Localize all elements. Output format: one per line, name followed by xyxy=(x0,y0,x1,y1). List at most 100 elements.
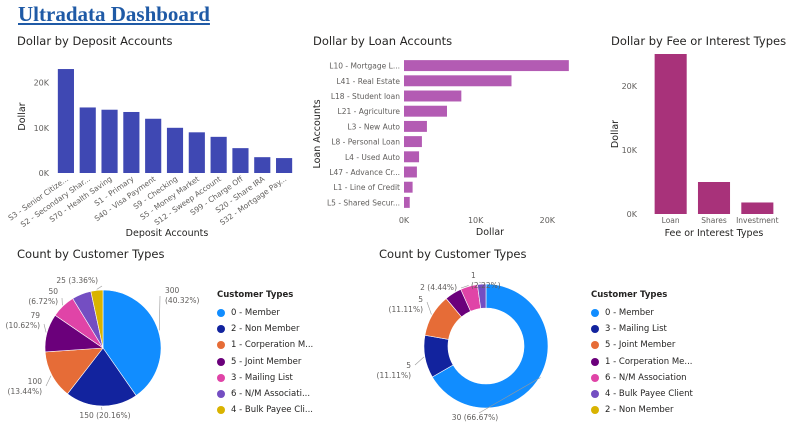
loan-y-tick: L8 - Personal Loan xyxy=(331,138,400,147)
donut-legend-label: 0 - Member xyxy=(605,308,654,319)
deposit-bar[interactable] xyxy=(166,127,184,173)
deposit-bar[interactable] xyxy=(79,107,96,173)
donut-data-label-pct: (11.11%) xyxy=(377,371,412,380)
deposit-bar[interactable] xyxy=(188,132,205,173)
dashboard-title: Ultradata Dashboard xyxy=(18,2,210,26)
loan-bar[interactable] xyxy=(404,105,447,117)
donut-slice[interactable] xyxy=(477,283,487,309)
pie-data-label: 25 (3.36%) xyxy=(56,276,98,285)
loan-y-tick: L1 - Line of Credit xyxy=(333,183,400,192)
customer-types-pie-chart[interactable]: 300(40.32%) 150 (20.16%) 100(13.44%) 79(10.… xyxy=(6,270,210,440)
fee-x-tick: Loan xyxy=(662,216,680,225)
donut-legend-item[interactable]: 6 - N/M Association xyxy=(591,370,693,386)
donut-leader-line xyxy=(460,285,469,289)
loan-x-axis-label: Dollar xyxy=(476,227,504,238)
pie-legend-label: 1 - Corperation M... xyxy=(231,340,314,351)
donut-legend-item[interactable]: 4 - Bulk Payee Client xyxy=(591,386,693,402)
deposit-bar[interactable] xyxy=(276,158,293,173)
pie-legend-item[interactable]: 2 - Non Member xyxy=(217,321,313,337)
deposit-bar[interactable] xyxy=(254,157,271,173)
pie-legend-item[interactable]: 0 - Member xyxy=(217,305,313,321)
deposit-bar[interactable] xyxy=(145,118,162,173)
loan-bar[interactable] xyxy=(404,90,462,102)
pie-data-label: 100 xyxy=(28,377,43,386)
donut-legend-item[interactable]: 2 - Non Member xyxy=(591,402,693,418)
fee-x-tick: Investment xyxy=(736,216,779,225)
pie-data-label-pct: (13.44%) xyxy=(8,387,43,396)
loan-y-tick: L3 - New Auto xyxy=(347,122,400,131)
pie-legend-item[interactable]: 3 - Mailing List xyxy=(217,370,313,386)
deposit-bar[interactable] xyxy=(210,136,227,173)
donut-slice[interactable] xyxy=(431,283,549,409)
pie-legend-item[interactable]: 4 - Bulk Payee Cli... xyxy=(217,402,313,418)
loan-y-tick: L41 - Real Estate xyxy=(337,77,401,86)
donut-legend-swatch xyxy=(591,406,599,415)
donut-legend-swatch xyxy=(591,325,599,334)
loan-bar[interactable] xyxy=(404,166,417,178)
loan-bar[interactable] xyxy=(404,120,427,132)
deposit-y-tick: 0K xyxy=(39,169,50,178)
pie-legend-swatch xyxy=(217,341,225,350)
pie-legend-label: 4 - Bulk Payee Cli... xyxy=(231,405,313,416)
pie-chart-title: Count by Customer Types xyxy=(17,247,165,261)
donut-data-label: 30 (66.67%) xyxy=(452,413,498,422)
pie-legend-title: Customer Types xyxy=(217,290,294,300)
donut-legend-item[interactable]: 3 - Mailing List xyxy=(591,321,693,337)
fee-x-tick: Shares xyxy=(701,216,727,225)
deposit-bar[interactable] xyxy=(57,69,74,173)
fee-bar[interactable] xyxy=(654,54,687,214)
loan-bar[interactable] xyxy=(404,151,420,163)
donut-data-label-pct: (11.11%) xyxy=(389,305,424,314)
loan-bar-chart[interactable]: L10 - Mortgage L... L41 - Real Estate L18 … xyxy=(306,50,586,245)
loan-bar[interactable] xyxy=(404,196,410,208)
deposit-bar[interactable] xyxy=(232,148,249,173)
fee-bar[interactable] xyxy=(741,202,774,214)
donut-legend-swatch xyxy=(591,373,599,382)
donut-legend-item[interactable]: 5 - Joint Member xyxy=(591,337,693,353)
donut-legend-label: 5 - Joint Member xyxy=(605,340,676,351)
loan-bar[interactable] xyxy=(404,181,413,193)
pie-legend-item[interactable]: 6 - N/M Associati... xyxy=(217,386,313,402)
fee-bar[interactable] xyxy=(697,182,731,214)
donut-leader-line xyxy=(414,356,425,366)
pie-legend-swatch xyxy=(217,309,225,318)
pie-legend: Customer Types 0 - Member 2 - Non Member 1… xyxy=(217,290,313,418)
fee-y-tick: 0K xyxy=(627,210,638,219)
deposit-bar[interactable] xyxy=(101,109,118,173)
fee-x-axis-label: Fee or Interest Types xyxy=(665,228,764,239)
pie-slice[interactable] xyxy=(67,347,137,407)
donut-legend-item[interactable]: 1 - Corperation Me... xyxy=(591,354,693,370)
pie-legend-label: 0 - Member xyxy=(231,308,280,319)
pie-legend-swatch xyxy=(217,325,225,334)
fee-y-tick: 10K xyxy=(622,146,638,155)
donut-legend-swatch xyxy=(591,390,599,399)
donut-data-label: 5 xyxy=(418,295,423,304)
deposit-bar[interactable] xyxy=(123,111,140,173)
pie-slice[interactable] xyxy=(102,289,162,397)
pie-data-label: 150 (20.16%) xyxy=(79,411,130,420)
loan-y-tick: L18 - Student loan xyxy=(331,92,400,101)
fee-chart-title: Dollar by Fee or Interest Types xyxy=(611,34,787,48)
pie-slice[interactable] xyxy=(90,289,104,349)
donut-data-label: 1 xyxy=(471,271,476,280)
donut-legend-label: 1 - Corperation Me... xyxy=(605,356,693,367)
pie-legend-label: 5 - Joint Member xyxy=(231,356,302,367)
pie-legend-label: 3 - Mailing List xyxy=(231,372,293,383)
donut-legend-title: Customer Types xyxy=(591,290,668,300)
loan-y-tick: L5 - Shared Secur... xyxy=(327,198,400,207)
pie-legend-item[interactable]: 5 - Joint Member xyxy=(217,354,313,370)
pie-leader-line xyxy=(158,295,161,331)
customer-types-donut-chart[interactable]: 30 (66.67%)5(11.11%)5(11.11%)2 (4.44%)1(… xyxy=(375,268,575,438)
loan-y-axis-label: Loan Accounts xyxy=(312,99,323,168)
loan-bar[interactable] xyxy=(404,136,422,148)
loan-x-tick: 20K xyxy=(540,216,556,225)
pie-legend-item[interactable]: 1 - Corperation M... xyxy=(217,337,313,353)
fee-bar-chart[interactable]: 0K 10K 20K Loan Shares Investment Fee or Inter… xyxy=(610,50,792,245)
loan-bar[interactable] xyxy=(404,60,569,72)
donut-legend-item[interactable]: 0 - Member xyxy=(591,305,693,321)
fee-y-tick: 20K xyxy=(622,82,638,91)
loan-bar[interactable] xyxy=(404,75,512,87)
donut-legend-label: 4 - Bulk Payee Client xyxy=(605,389,693,400)
donut-legend-label: 6 - N/M Association xyxy=(605,372,687,383)
